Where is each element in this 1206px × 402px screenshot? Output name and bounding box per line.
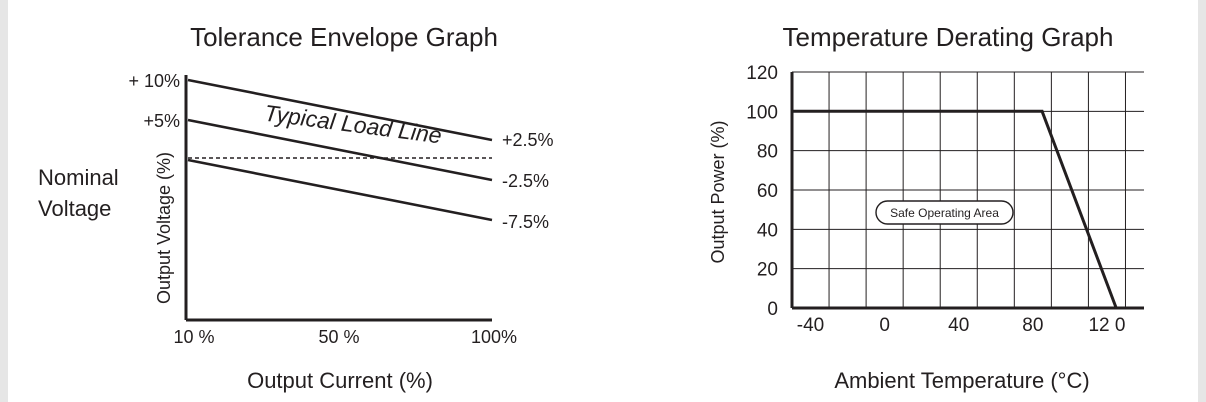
derating-y-tick: 120 (746, 63, 778, 84)
derating-ylabel: Output Power (%) (708, 120, 728, 263)
derating-y-tick: 100 (746, 102, 778, 123)
figure-panel: Tolerance Envelope Graph Nominal Voltage… (8, 0, 1198, 402)
label-plus-5: +5% (143, 111, 180, 131)
x-tick-10: 10 % (173, 327, 214, 347)
derating-chart: Temperature Derating Graph Output Power … (708, 22, 1144, 393)
derating-x-tick: 80 (1022, 315, 1043, 336)
derating-y-tick: 20 (757, 260, 778, 281)
derating-x-tick-labels: -40 0 40 80 12 0 (797, 315, 1126, 336)
tolerance-ylabel: Output Voltage (%) (154, 152, 174, 304)
derating-x-tick: 12 0 (1088, 315, 1125, 336)
tolerance-xlabel: Output Current (%) (247, 368, 433, 393)
tolerance-lines (187, 78, 493, 222)
derating-xlabel: Ambient Temperature (°C) (834, 368, 1089, 393)
derating-y-tick: 40 (757, 220, 778, 241)
tolerance-title: Tolerance Envelope Graph (190, 22, 498, 52)
derating-title: Temperature Derating Graph (783, 22, 1114, 52)
x-tick-100: 100% (471, 327, 517, 347)
derating-x-tick: 0 (879, 315, 890, 336)
derating-curve (792, 109, 1118, 309)
derating-x-tick: 40 (948, 315, 969, 336)
tolerance-chart: Tolerance Envelope Graph Nominal Voltage… (38, 22, 554, 393)
derating-y-tick: 80 (757, 142, 778, 163)
x-tick-50: 50 % (318, 327, 359, 347)
figure-svg: Tolerance Envelope Graph Nominal Voltage… (38, 22, 1144, 393)
safe-area-badge (875, 200, 1014, 225)
derating-x-tick: -40 (797, 315, 824, 336)
safe-area-label: Safe Operating Area (890, 206, 999, 220)
label-minus-7-5: -7.5% (502, 212, 549, 232)
label-plus-10: + 10% (128, 71, 180, 91)
derating-y-tick: 0 (767, 299, 778, 320)
derating-grid (790, 71, 1144, 310)
label-plus-2-5: +2.5% (502, 130, 554, 150)
nominal-label-line1: Nominal (38, 165, 119, 190)
tolerance-line-0 (187, 78, 493, 142)
nominal-label-line2: Voltage (38, 196, 111, 221)
derating-y-tick-labels: 0 20 40 60 80 100 120 (746, 63, 778, 320)
label-minus-2-5: -2.5% (502, 171, 549, 191)
derating-line-0 (792, 109, 1118, 309)
tolerance-line-1 (187, 118, 493, 182)
tolerance-line-2 (187, 158, 493, 222)
derating-y-tick: 60 (757, 181, 778, 202)
